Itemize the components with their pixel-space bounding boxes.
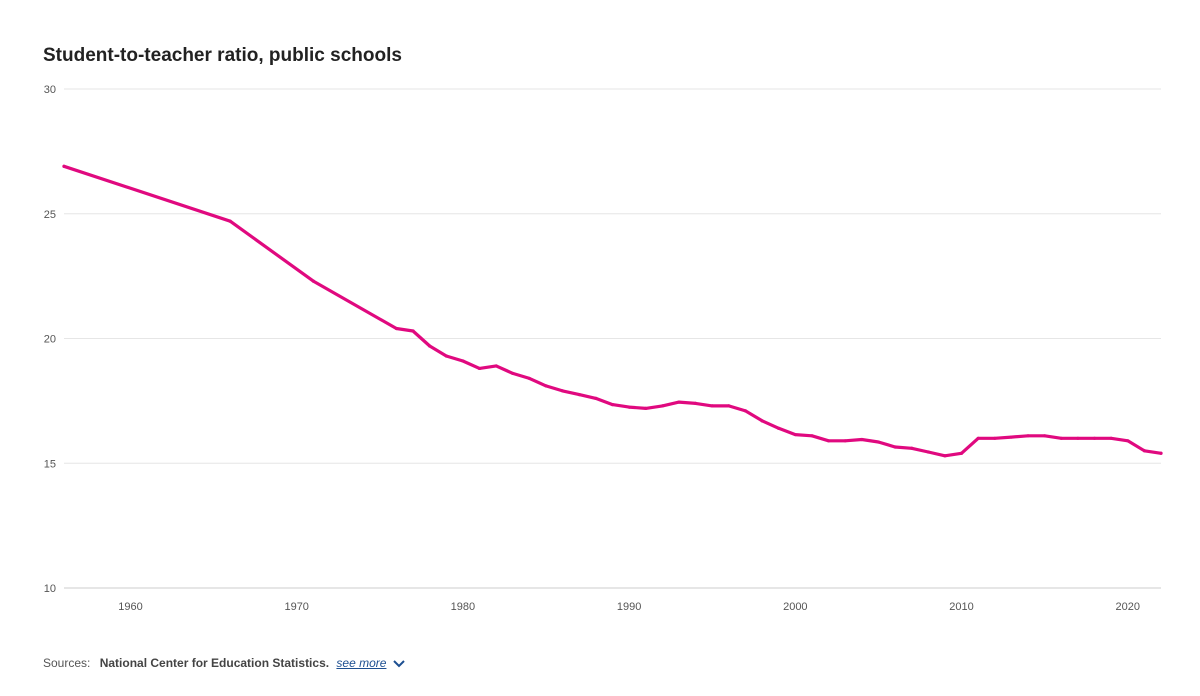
data-point [561, 389, 565, 393]
sources-line: Sources: National Center for Education S… [43, 656, 405, 670]
x-tick-label: 2000 [783, 601, 807, 613]
y-tick-label: 10 [44, 583, 56, 595]
x-tick-label: 2010 [949, 601, 973, 613]
data-point [511, 371, 515, 376]
x-tick-label: 1960 [118, 601, 142, 613]
data-point [1092, 436, 1097, 440]
series-group [62, 164, 1163, 458]
data-point [477, 366, 482, 371]
data-point [1142, 449, 1146, 453]
sources-org: National Center for Education Statistics… [99, 656, 330, 670]
data-point [976, 436, 980, 440]
data-point [843, 439, 847, 443]
y-tick-label: 15 [44, 458, 56, 470]
x-tick-label: 2020 [1116, 601, 1140, 613]
data-point [694, 401, 698, 405]
data-point [62, 164, 66, 168]
x-axis-ticks: 1960 1970 1980 1990 2000 2010 2020 [118, 601, 1140, 613]
data-point [444, 354, 448, 358]
data-point [494, 364, 498, 368]
data-point [1043, 434, 1047, 438]
data-point [394, 326, 399, 331]
data-point [793, 432, 797, 437]
data-point [777, 426, 781, 430]
data-point [1009, 435, 1014, 439]
x-tick-label: 1970 [284, 601, 308, 613]
x-tick-label: 1990 [617, 601, 641, 613]
data-point [594, 396, 598, 400]
sources-label: Sources: [43, 656, 91, 670]
gridlines [64, 88, 1161, 589]
y-tick-label: 30 [44, 84, 56, 96]
data-point [644, 406, 648, 410]
data-point [627, 405, 631, 409]
data-point [1159, 451, 1163, 455]
data-point [710, 404, 714, 408]
data-point [810, 434, 814, 438]
data-point [993, 436, 997, 440]
data-point [893, 445, 897, 449]
y-tick-label: 20 [44, 334, 56, 346]
data-point [411, 329, 415, 333]
data-point [527, 376, 531, 381]
data-point [311, 279, 315, 283]
data-point [577, 393, 581, 397]
y-axis-ticks: 10 15 20 25 30 [44, 84, 56, 595]
data-point [860, 437, 864, 442]
data-point [677, 400, 681, 404]
data-point [743, 409, 748, 413]
data-point [1076, 436, 1080, 440]
data-point [876, 440, 881, 444]
data-point [826, 439, 831, 443]
data-point [959, 451, 964, 455]
chevron-down-icon[interactable] [393, 660, 405, 668]
data-point [1126, 439, 1130, 443]
data-point [544, 384, 548, 388]
data-point [428, 344, 432, 348]
data-point [610, 403, 615, 407]
data-point [228, 219, 232, 223]
data-point [461, 359, 465, 363]
data-point [943, 454, 947, 458]
x-tick-label: 1980 [451, 601, 475, 613]
chart-title: Student-to-teacher ratio, public schools [43, 45, 402, 66]
y-tick-label: 25 [44, 209, 56, 221]
data-point [660, 404, 664, 408]
see-more-link[interactable]: see more [336, 656, 387, 670]
data-point [1109, 436, 1113, 440]
series-line-0 [62, 164, 1163, 458]
data-point [760, 419, 764, 423]
data-point [727, 404, 731, 408]
data-point [926, 450, 930, 454]
data-point [1026, 434, 1030, 438]
data-point [910, 446, 914, 450]
data-point [1059, 436, 1063, 440]
